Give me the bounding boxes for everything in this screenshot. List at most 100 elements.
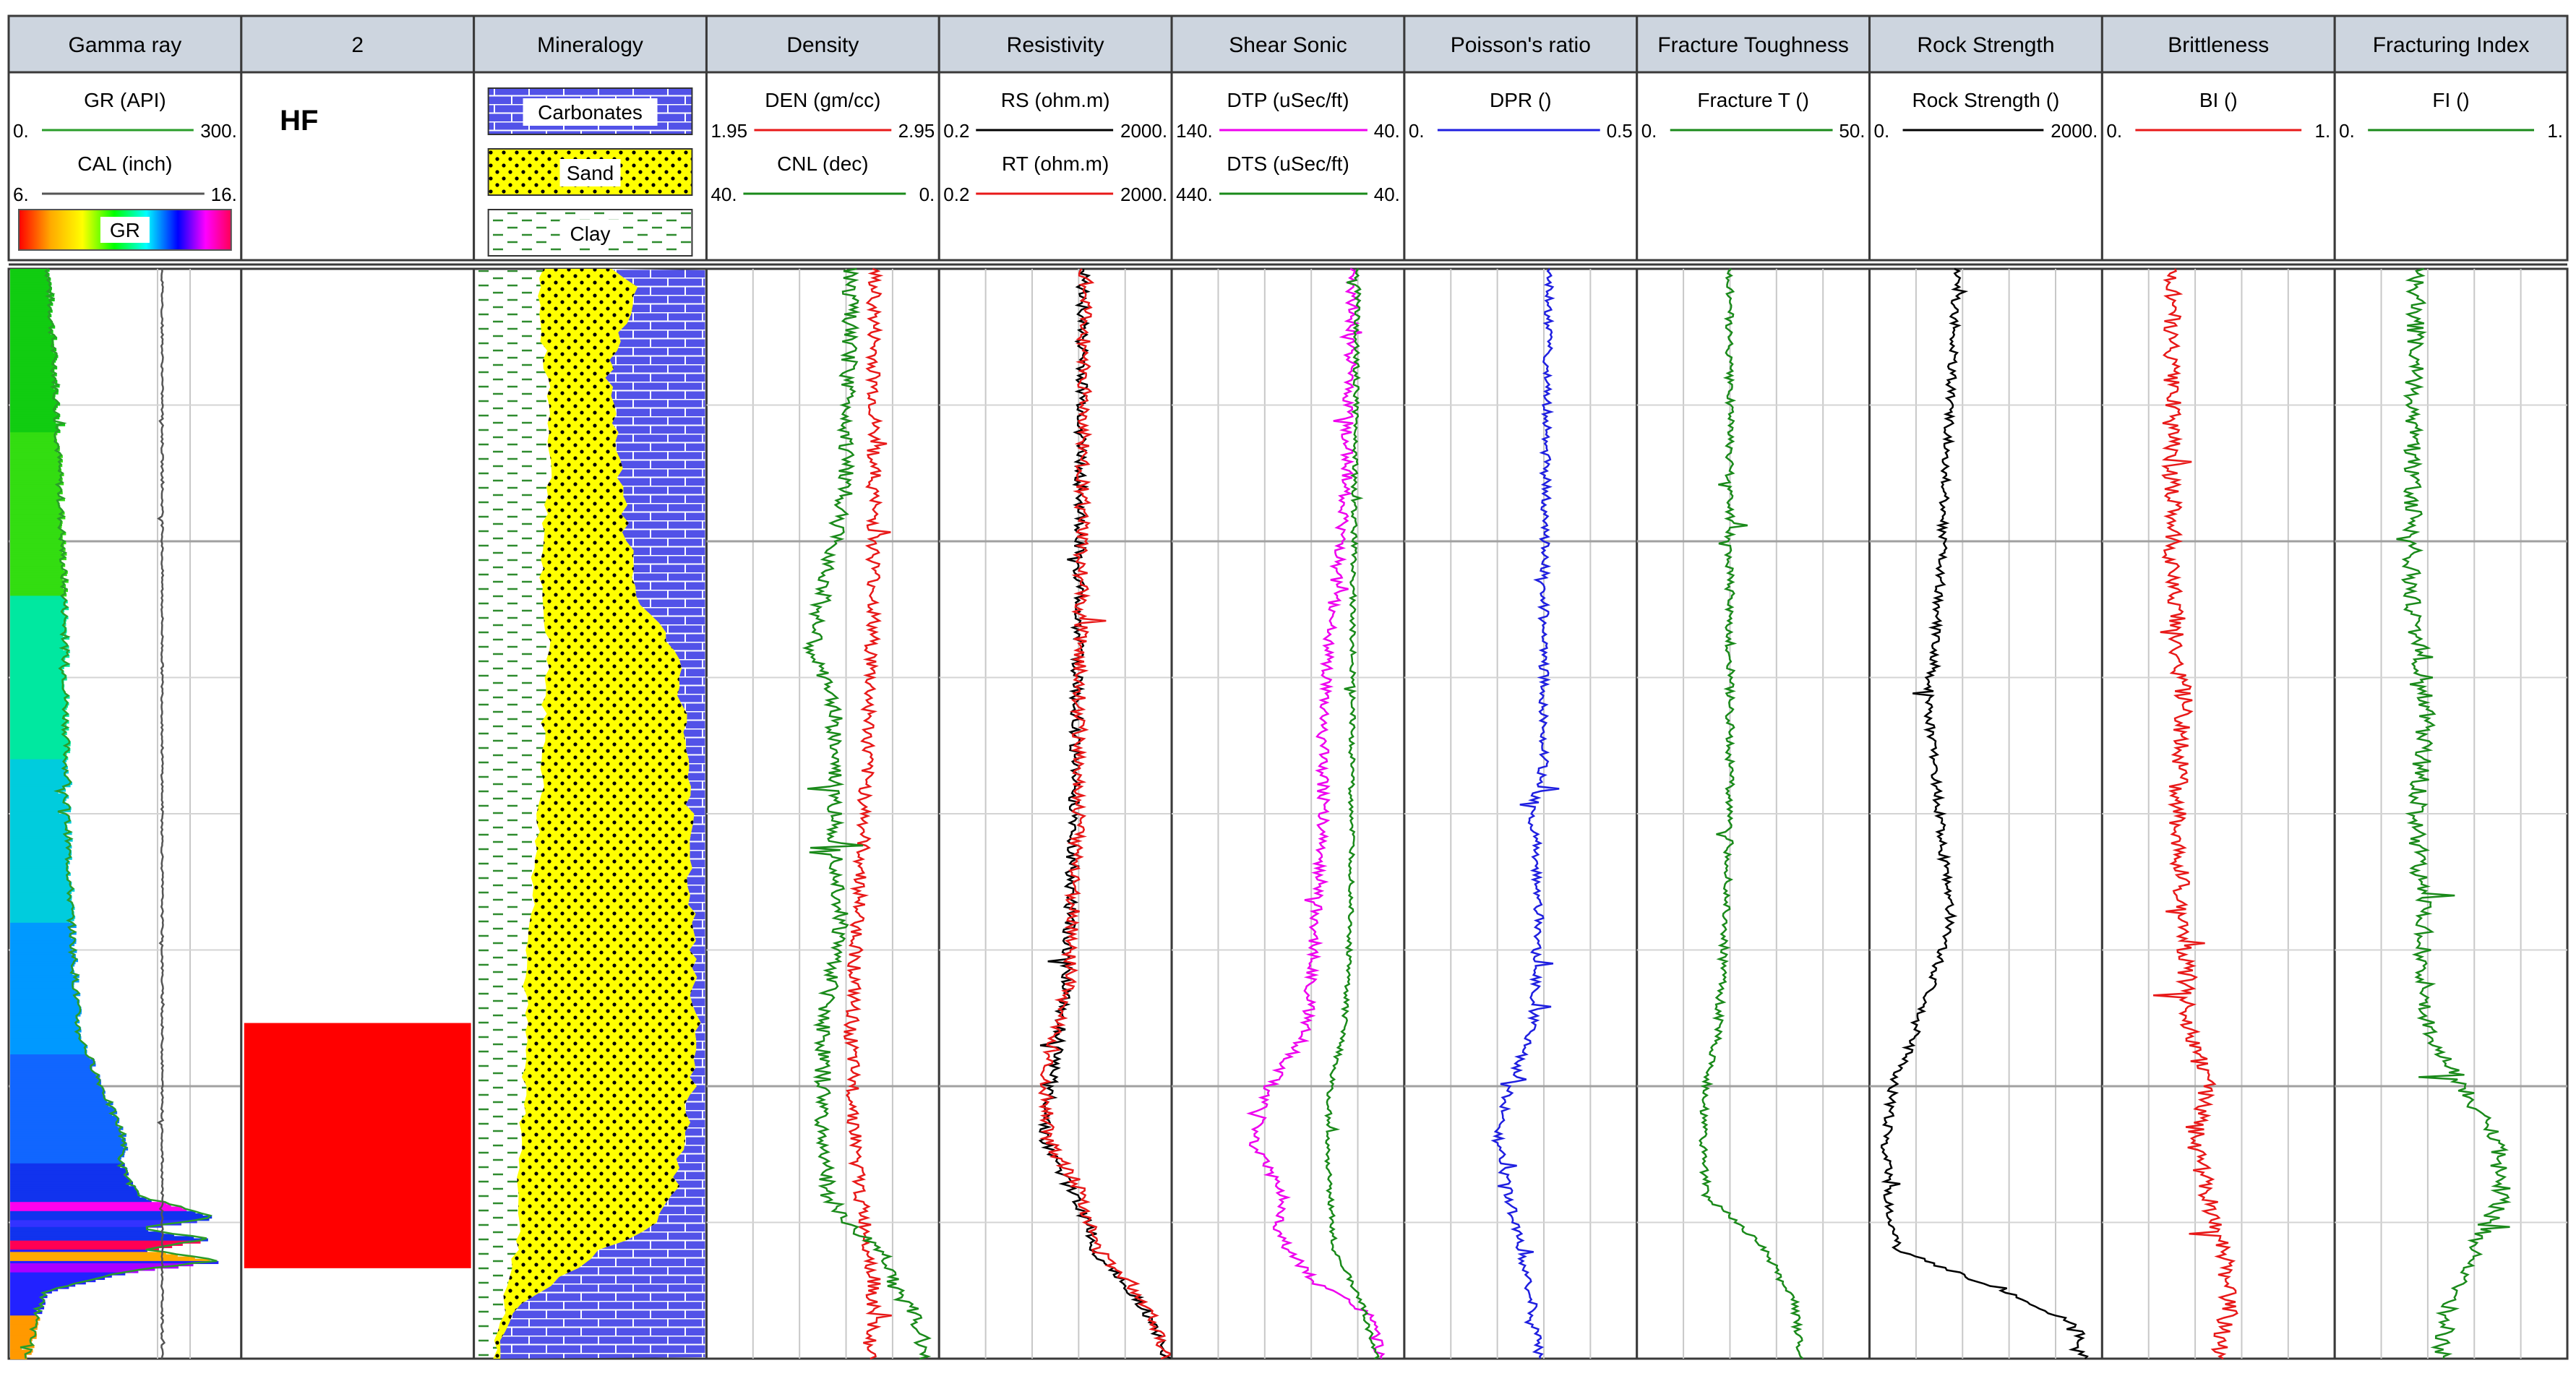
gr-fill-slice [10,1231,162,1235]
gr-fill-slice [10,1290,52,1294]
gr-fill-slice [10,731,67,736]
track-header [2333,71,2569,262]
track-header [1636,71,1871,262]
gr-fill-slice [10,502,60,506]
curve-bi [2153,268,2238,1360]
curve-name: DPR () [1490,89,1552,111]
gr-fill-slice [10,430,61,434]
gr-fill-slice [10,802,65,806]
gr-fill-slice [10,1088,105,1092]
gr-fill-slice [10,1288,59,1291]
gr-fill-slice [10,791,59,794]
curve-name: Rock Strength () [1912,89,2060,111]
gr-fill-slice [10,400,59,404]
gr-fill-slice [10,1256,195,1260]
gr-fill-slice [10,371,53,374]
gr-fill-slice [10,1149,126,1153]
gr-fill-slice [10,1002,80,1005]
gr-fill-slice [10,518,60,522]
gr-fill-slice [10,291,49,295]
mineral-label: Carbonates [538,101,643,124]
gr-fill-slice [10,389,59,392]
zone-block [244,1023,471,1268]
track-title: Fracturing Index [2373,33,2530,57]
curve-scale-max: 1. [2547,120,2563,142]
gr-fill-slice [10,500,59,504]
gr-fill-slice [10,364,54,368]
gr-fill-slice [10,843,72,846]
gr-fill-slice [10,773,66,776]
gr-fill-slice [10,1111,118,1114]
track-header [2100,71,2336,262]
gr-fill-slice [10,1054,87,1058]
gr-fill-slice [10,532,66,536]
curve-scale-max: 2000. [1120,120,1167,142]
gr-fill-slice [10,566,64,569]
gr-fill-slice [10,1304,42,1307]
gr-fill-slice [10,1023,77,1026]
gr-fill-slice [10,1036,82,1040]
gr-fill-slice [10,1252,166,1255]
gr-fill-slice [10,739,69,742]
gr-fill-slice [10,691,66,695]
gr-fill-slice [10,623,66,627]
gr-fill-slice [10,655,70,658]
gr-fill-slice [10,303,53,306]
gr-fill-slice [10,570,68,574]
gr-fill-slice [10,482,64,486]
track-title: Density [786,33,859,57]
gr-fill-slice [10,1340,32,1344]
gr-fill-slice [10,877,69,881]
gr-fill-slice [10,1009,82,1012]
track-fracturing-index: Fracturing Index FI () 0. 1. [2333,14,2569,1360]
gr-fill-slice [10,1247,160,1251]
gr-fill-slice [10,598,66,601]
curve-gr [20,268,218,1359]
curve-name: GR (API) [84,89,166,111]
gr-fill-slice [10,666,64,669]
track-title: Resistivity [1007,33,1104,57]
curve-name: RT (ohm.m) [1002,152,1109,175]
gr-fill-slice [10,611,64,615]
gr-fill-slice [10,1349,33,1353]
gr-fill-slice [10,536,63,540]
gr-fill-slice [10,890,72,894]
gr-fill-slice [10,908,74,913]
gr-fill-slice [10,582,64,585]
gr-fill-slice [10,491,63,495]
gr-fill-slice [10,1224,163,1228]
gr-fill-slice [10,375,54,379]
gr-fill-slice [10,391,59,395]
gr-fill-slice [10,528,60,531]
gr-fill-slice [10,1188,137,1192]
gr-colorbar-label-bg [100,217,150,243]
gr-fill-slice [10,377,56,381]
gr-fill-slice [10,559,62,563]
curve-scale-max: 300. [200,120,237,142]
gr-fill-slice [10,759,67,762]
gr-fill-slice [10,866,69,869]
gr-fill-slice [10,856,72,860]
track-grid [2335,269,2567,1359]
gr-fill-slice [10,1020,80,1024]
gr-fill-slice [10,1065,93,1069]
track-poisson-s-ratio: Poisson's ratio DPR () 0. 0.5 [1403,14,1639,1360]
gr-fill-slice [10,709,65,713]
curve-rt-ohm-m [1037,268,1175,1360]
gr-fill-slice [10,1351,32,1355]
gr-fill-slice [10,636,70,640]
gr-fill-slice [10,934,72,937]
gr-fill-slice [10,725,64,728]
gr-fill-slice [10,1063,96,1067]
gr-fill-slice [10,786,65,790]
track-header [705,71,940,262]
gr-fill-slice [10,275,48,279]
gr-fill-slice [10,595,64,599]
gr-fill-slice [10,1236,194,1239]
gr-fill-slice [10,782,72,786]
gr-fill-slice [10,681,64,685]
gr-fill-slice [10,1115,117,1119]
mineral-label-bg [559,220,621,247]
gr-fill-slice [10,1181,134,1185]
